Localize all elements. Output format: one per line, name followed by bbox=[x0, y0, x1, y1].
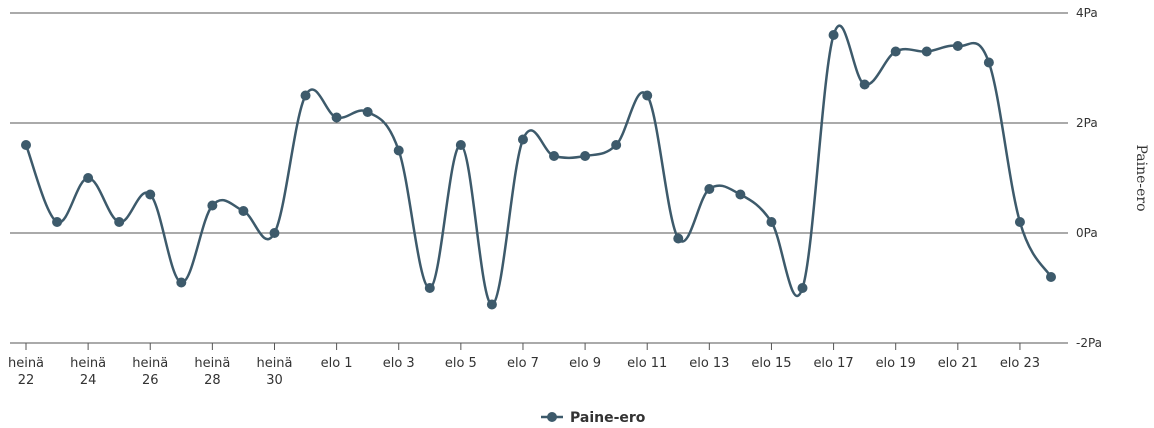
x-tick-label-line: elo 5 bbox=[445, 356, 477, 371]
x-tick-label-line: heinä bbox=[8, 356, 44, 371]
data-point[interactable] bbox=[517, 134, 528, 145]
x-tick-label: elo 7 bbox=[507, 356, 539, 371]
x-tick-label-line: elo 17 bbox=[813, 356, 853, 371]
x-tick-label: elo 23 bbox=[1000, 356, 1040, 371]
data-points bbox=[21, 30, 1056, 310]
y-tick-label: -2Pa bbox=[1076, 336, 1102, 350]
y-tick-label: 2Pa bbox=[1076, 116, 1098, 130]
data-point[interactable] bbox=[1046, 272, 1056, 282]
x-tick-label-line: 26 bbox=[142, 373, 159, 388]
gridlines bbox=[10, 12, 1068, 344]
data-point[interactable] bbox=[21, 140, 31, 150]
x-tick-label: elo 17 bbox=[813, 356, 853, 371]
data-point[interactable] bbox=[673, 233, 684, 244]
x-tick-label: elo 3 bbox=[383, 356, 415, 371]
x-tick-label-line: elo 1 bbox=[321, 356, 353, 371]
x-tick-label-line: 30 bbox=[266, 373, 283, 388]
x-tick-label-line: elo 21 bbox=[938, 356, 978, 371]
data-point[interactable] bbox=[921, 46, 932, 57]
data-point[interactable] bbox=[114, 217, 125, 227]
data-point[interactable] bbox=[238, 206, 249, 216]
y-axis-ticks: -2Pa 0Pa 2Pa 4Pa bbox=[1076, 6, 1102, 350]
data-point[interactable] bbox=[580, 151, 591, 161]
x-tick-label: heinä 28 bbox=[194, 356, 230, 388]
x-tick-label: elo 15 bbox=[751, 356, 791, 371]
data-point[interactable] bbox=[890, 46, 901, 57]
y-tick-label: 0Pa bbox=[1076, 226, 1098, 240]
x-tick-label: elo 19 bbox=[876, 356, 916, 371]
x-tick-label: heinä 22 bbox=[8, 356, 44, 388]
x-tick-label-line: heinä bbox=[132, 356, 168, 371]
x-tick-label: heinä 30 bbox=[256, 356, 292, 388]
x-tick-label: heinä 24 bbox=[70, 356, 106, 388]
data-point[interactable] bbox=[611, 140, 622, 150]
x-tick-label-line: elo 9 bbox=[569, 356, 601, 371]
x-tick-label-line: elo 13 bbox=[689, 356, 729, 371]
x-axis-ticks: heinä 22 heinä 24 heinä 26 heinä 28 heinä 30 elo 1… bbox=[8, 343, 1040, 388]
data-point[interactable] bbox=[1014, 217, 1025, 227]
x-tick-label-line: 24 bbox=[80, 373, 97, 388]
legend-label: Paine-ero bbox=[570, 410, 646, 426]
data-point[interactable] bbox=[145, 189, 156, 200]
data-point[interactable] bbox=[362, 107, 373, 117]
data-point[interactable] bbox=[486, 299, 497, 310]
data-point[interactable] bbox=[704, 184, 715, 194]
y-tick-label: 4Pa bbox=[1076, 6, 1098, 20]
data-point[interactable] bbox=[331, 112, 342, 123]
x-tick-label-line: elo 23 bbox=[1000, 356, 1040, 371]
data-point[interactable] bbox=[859, 79, 870, 90]
x-tick-label-line: elo 15 bbox=[751, 356, 791, 371]
x-tick-label-line: elo 19 bbox=[876, 356, 916, 371]
data-point[interactable] bbox=[393, 145, 404, 156]
legend[interactable]: Paine-ero bbox=[541, 410, 646, 426]
x-tick-label-line: heinä bbox=[256, 356, 292, 371]
data-point[interactable] bbox=[83, 173, 94, 183]
data-point[interactable] bbox=[52, 217, 63, 227]
x-tick-label-line: 22 bbox=[18, 373, 35, 388]
x-tick-label-line: elo 7 bbox=[507, 356, 539, 371]
x-tick-label-line: heinä bbox=[70, 356, 106, 371]
x-tick-label: elo 5 bbox=[445, 356, 477, 371]
data-point[interactable] bbox=[424, 283, 435, 293]
data-point[interactable] bbox=[766, 217, 777, 227]
x-tick-label: elo 11 bbox=[627, 356, 667, 371]
data-point[interactable] bbox=[549, 151, 560, 161]
x-tick-label-line: elo 11 bbox=[627, 356, 667, 371]
data-point[interactable] bbox=[642, 90, 653, 101]
y-axis-title: Paine-ero bbox=[1133, 144, 1149, 211]
series-line bbox=[24, 24, 1053, 306]
x-tick-label: elo 21 bbox=[938, 356, 978, 371]
data-point[interactable] bbox=[455, 140, 466, 150]
x-tick-label: heinä 26 bbox=[132, 356, 168, 388]
data-point[interactable] bbox=[983, 57, 994, 68]
data-point[interactable] bbox=[269, 228, 280, 238]
data-point[interactable] bbox=[828, 30, 839, 40]
data-point[interactable] bbox=[735, 189, 746, 200]
data-point[interactable] bbox=[797, 283, 808, 293]
x-tick-label: elo 13 bbox=[689, 356, 729, 371]
x-tick-label-line: heinä bbox=[194, 356, 230, 371]
data-point[interactable] bbox=[176, 277, 187, 288]
x-tick-label: elo 9 bbox=[569, 356, 601, 371]
x-tick-label: elo 1 bbox=[321, 356, 353, 371]
x-tick-label-line: elo 3 bbox=[383, 356, 415, 371]
data-point[interactable] bbox=[300, 90, 311, 101]
data-point[interactable] bbox=[207, 200, 218, 211]
legend-marker-icon bbox=[547, 412, 557, 422]
x-tick-label-line: 28 bbox=[204, 373, 221, 388]
data-point[interactable] bbox=[952, 41, 963, 51]
